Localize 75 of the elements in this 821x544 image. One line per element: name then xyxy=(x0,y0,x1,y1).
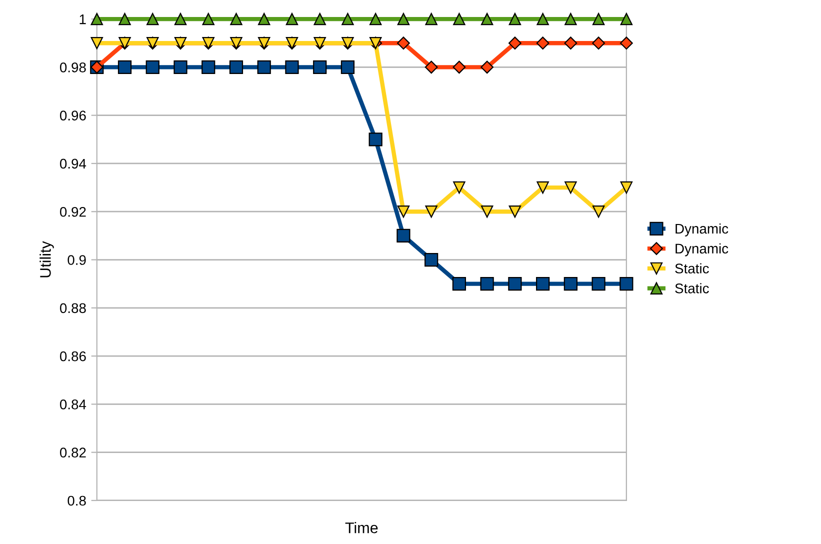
point xyxy=(230,12,242,26)
point xyxy=(564,277,578,291)
point xyxy=(313,60,327,74)
point xyxy=(536,181,549,194)
point xyxy=(592,277,606,291)
point xyxy=(620,181,633,194)
point xyxy=(90,12,103,26)
point xyxy=(508,277,522,291)
point xyxy=(425,206,438,218)
legend-label: Static xyxy=(675,263,709,274)
point xyxy=(174,12,187,26)
point xyxy=(397,206,410,218)
point xyxy=(397,36,410,50)
x-axis-title: Time xyxy=(345,522,378,534)
y-tick-label: 0.88 xyxy=(60,303,86,314)
point xyxy=(592,206,605,218)
point xyxy=(202,60,216,74)
point xyxy=(340,60,355,74)
point xyxy=(564,181,577,194)
y-tick-label: 0.8 xyxy=(68,496,86,506)
point xyxy=(592,36,605,50)
point xyxy=(508,12,522,26)
point xyxy=(508,36,522,50)
y-tick-label: 0.98 xyxy=(60,62,86,72)
point xyxy=(118,60,132,74)
point xyxy=(536,277,550,291)
point xyxy=(202,12,214,26)
point xyxy=(229,60,244,74)
y-tick-label: 0.86 xyxy=(60,351,86,362)
point xyxy=(564,36,578,50)
y-tick-label: 0.82 xyxy=(60,448,86,458)
point xyxy=(480,12,494,26)
point xyxy=(425,12,438,26)
point xyxy=(453,12,466,26)
point xyxy=(342,12,354,26)
point xyxy=(536,36,550,50)
legend-label: Dynamic xyxy=(676,243,728,256)
point xyxy=(592,12,605,26)
point xyxy=(453,181,466,194)
point xyxy=(396,228,410,242)
point xyxy=(536,12,549,26)
y-tick-label: 0.9 xyxy=(68,255,86,265)
point xyxy=(480,60,494,74)
point xyxy=(424,60,438,74)
point xyxy=(146,60,160,74)
point xyxy=(452,277,466,291)
point xyxy=(564,12,577,26)
point xyxy=(314,12,326,26)
point xyxy=(90,37,103,50)
point xyxy=(620,12,633,26)
point xyxy=(480,277,494,291)
point xyxy=(369,12,382,26)
point xyxy=(397,12,410,26)
y-axis-title: Utility xyxy=(40,241,54,278)
point xyxy=(452,60,466,74)
point xyxy=(258,12,270,26)
legend-label: Static xyxy=(675,283,709,294)
y-tick-label: 1 xyxy=(80,14,86,24)
point xyxy=(257,60,271,74)
point xyxy=(146,12,159,26)
point xyxy=(620,36,633,50)
legend-label: Dynamic xyxy=(676,223,728,236)
point xyxy=(368,132,382,146)
point xyxy=(118,12,131,26)
point xyxy=(286,12,298,26)
point xyxy=(480,206,494,218)
y-tick-label: 0.84 xyxy=(60,400,86,410)
point xyxy=(285,60,299,74)
y-tick-label: 0.92 xyxy=(60,206,86,217)
point xyxy=(424,252,438,267)
point xyxy=(508,206,522,218)
y-tick-label: 0.94 xyxy=(60,158,86,169)
point xyxy=(174,60,188,74)
point xyxy=(620,277,634,291)
y-tick-label: 0.96 xyxy=(60,110,86,120)
